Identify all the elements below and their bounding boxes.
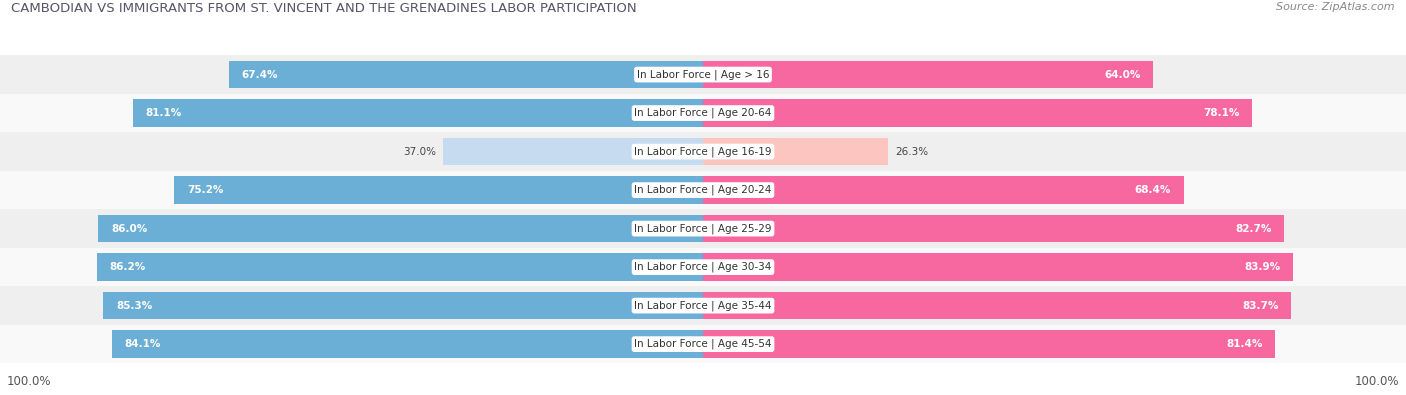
Text: In Labor Force | Age > 16: In Labor Force | Age > 16 bbox=[637, 69, 769, 80]
Bar bbox=[229, 61, 703, 88]
Bar bbox=[0, 209, 1406, 248]
Text: In Labor Force | Age 16-19: In Labor Force | Age 16-19 bbox=[634, 146, 772, 157]
Text: 37.0%: 37.0% bbox=[404, 147, 436, 156]
Text: 86.2%: 86.2% bbox=[110, 262, 146, 272]
Text: 85.3%: 85.3% bbox=[117, 301, 152, 310]
Bar bbox=[174, 176, 703, 204]
Text: In Labor Force | Age 30-34: In Labor Force | Age 30-34 bbox=[634, 262, 772, 273]
Bar bbox=[0, 94, 1406, 132]
Bar bbox=[97, 253, 703, 281]
Bar bbox=[134, 99, 703, 127]
Bar bbox=[703, 215, 1285, 243]
Bar bbox=[703, 330, 1275, 358]
Text: 100.0%: 100.0% bbox=[7, 375, 52, 388]
Text: In Labor Force | Age 45-54: In Labor Force | Age 45-54 bbox=[634, 339, 772, 350]
Text: 75.2%: 75.2% bbox=[187, 185, 224, 195]
Bar bbox=[0, 55, 1406, 94]
Text: In Labor Force | Age 35-44: In Labor Force | Age 35-44 bbox=[634, 300, 772, 311]
Text: 78.1%: 78.1% bbox=[1204, 108, 1240, 118]
Text: Source: ZipAtlas.com: Source: ZipAtlas.com bbox=[1277, 2, 1395, 12]
Bar bbox=[0, 325, 1406, 363]
Bar bbox=[703, 99, 1253, 127]
Text: 86.0%: 86.0% bbox=[111, 224, 148, 233]
Text: 83.7%: 83.7% bbox=[1243, 301, 1279, 310]
Text: 81.1%: 81.1% bbox=[146, 108, 181, 118]
Text: 83.9%: 83.9% bbox=[1244, 262, 1281, 272]
Text: In Labor Force | Age 25-29: In Labor Force | Age 25-29 bbox=[634, 223, 772, 234]
Bar bbox=[703, 138, 889, 166]
Text: In Labor Force | Age 20-24: In Labor Force | Age 20-24 bbox=[634, 185, 772, 196]
Bar bbox=[0, 286, 1406, 325]
Text: 100.0%: 100.0% bbox=[1354, 375, 1399, 388]
Bar bbox=[703, 253, 1294, 281]
Bar bbox=[0, 132, 1406, 171]
Text: 84.1%: 84.1% bbox=[125, 339, 160, 349]
Text: CAMBODIAN VS IMMIGRANTS FROM ST. VINCENT AND THE GRENADINES LABOR PARTICIPATION: CAMBODIAN VS IMMIGRANTS FROM ST. VINCENT… bbox=[11, 2, 637, 15]
Text: 26.3%: 26.3% bbox=[896, 147, 928, 156]
Text: 68.4%: 68.4% bbox=[1135, 185, 1171, 195]
Bar bbox=[0, 171, 1406, 209]
Bar bbox=[104, 292, 703, 320]
Text: 82.7%: 82.7% bbox=[1236, 224, 1271, 233]
Bar bbox=[112, 330, 703, 358]
Bar bbox=[703, 61, 1153, 88]
Bar bbox=[703, 176, 1184, 204]
Text: 81.4%: 81.4% bbox=[1226, 339, 1263, 349]
Bar bbox=[703, 292, 1292, 320]
Text: 67.4%: 67.4% bbox=[242, 70, 278, 79]
Bar bbox=[443, 138, 703, 166]
Text: 64.0%: 64.0% bbox=[1104, 70, 1140, 79]
Bar bbox=[98, 215, 703, 243]
Bar bbox=[0, 248, 1406, 286]
Text: In Labor Force | Age 20-64: In Labor Force | Age 20-64 bbox=[634, 108, 772, 118]
